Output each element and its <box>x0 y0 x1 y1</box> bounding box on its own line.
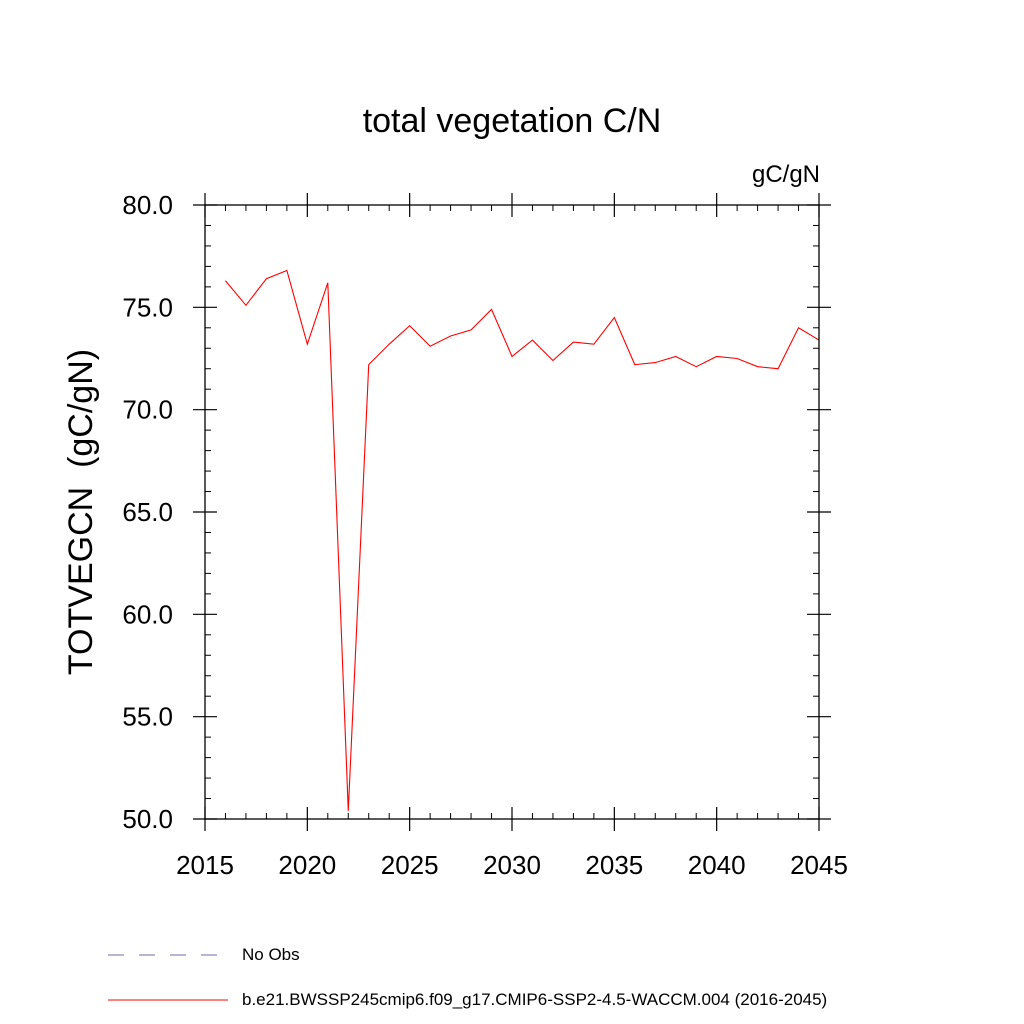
plot-frame <box>204 204 820 820</box>
tick-labels: 2015 2020 2025 2030 2035 2040 2045 50.0 55.0 60.0… <box>122 190 848 880</box>
x-tick-label: 2025 <box>381 850 439 880</box>
x-tick-label: 2040 <box>688 850 746 880</box>
y-tick-label: 50.0 <box>122 804 173 834</box>
x-tick-label: 2030 <box>483 850 541 880</box>
axis-ticks <box>193 193 831 831</box>
x-tick-label: 2015 <box>176 850 234 880</box>
legend-label-model: b.e21.BWSSP245cmip6.f09_g17.CMIP6-SSP2-4… <box>242 990 827 1009</box>
y-tick-label: 80.0 <box>122 190 173 220</box>
y-tick-label: 55.0 <box>122 702 173 732</box>
chart-title: total vegetation C/N <box>363 102 662 140</box>
series-layer <box>225 269 820 811</box>
y-tick-label: 60.0 <box>122 599 173 629</box>
x-tick-label: 2020 <box>278 850 336 880</box>
y-tick-label: 70.0 <box>122 395 173 425</box>
series-line <box>225 269 820 811</box>
y-tick-label: 65.0 <box>122 497 173 527</box>
legend-label-no-obs: No Obs <box>242 945 300 964</box>
x-tick-label: 2035 <box>585 850 643 880</box>
legend: No Obs b.e21.BWSSP245cmip6.f09_g17.CMIP6… <box>108 945 827 1009</box>
y-axis-label: TOTVEGCN (gC/gN) <box>62 349 100 675</box>
units-label: gC/gN <box>752 161 820 188</box>
y-tick-label: 75.0 <box>122 292 173 322</box>
x-tick-label: 2045 <box>790 850 848 880</box>
